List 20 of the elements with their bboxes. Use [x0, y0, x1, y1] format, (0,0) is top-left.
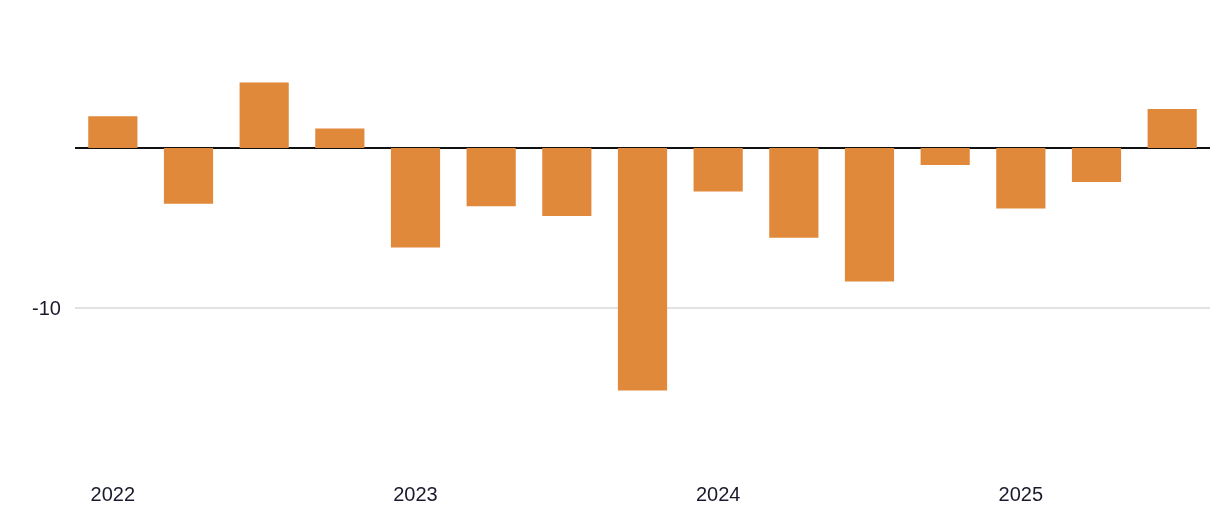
bar	[390, 147, 441, 248]
x-tick-label: 2023	[393, 483, 438, 505]
bar	[693, 147, 743, 192]
bar	[920, 147, 970, 165]
bar	[769, 147, 819, 238]
bar	[542, 147, 592, 216]
bar	[163, 147, 214, 204]
bar	[844, 147, 895, 282]
x-tick-label: 2024	[695, 483, 741, 505]
bar	[996, 147, 1046, 209]
text: -10	[32, 297, 61, 319]
bar	[617, 147, 668, 391]
bar	[239, 82, 289, 148]
bar	[1071, 147, 1122, 182]
x-tick-label: 2025	[998, 483, 1044, 505]
bar	[315, 128, 365, 148]
x-tick-label: 2022	[90, 483, 136, 505]
bar	[88, 116, 138, 148]
bar	[1147, 109, 1197, 148]
bar	[466, 147, 516, 207]
